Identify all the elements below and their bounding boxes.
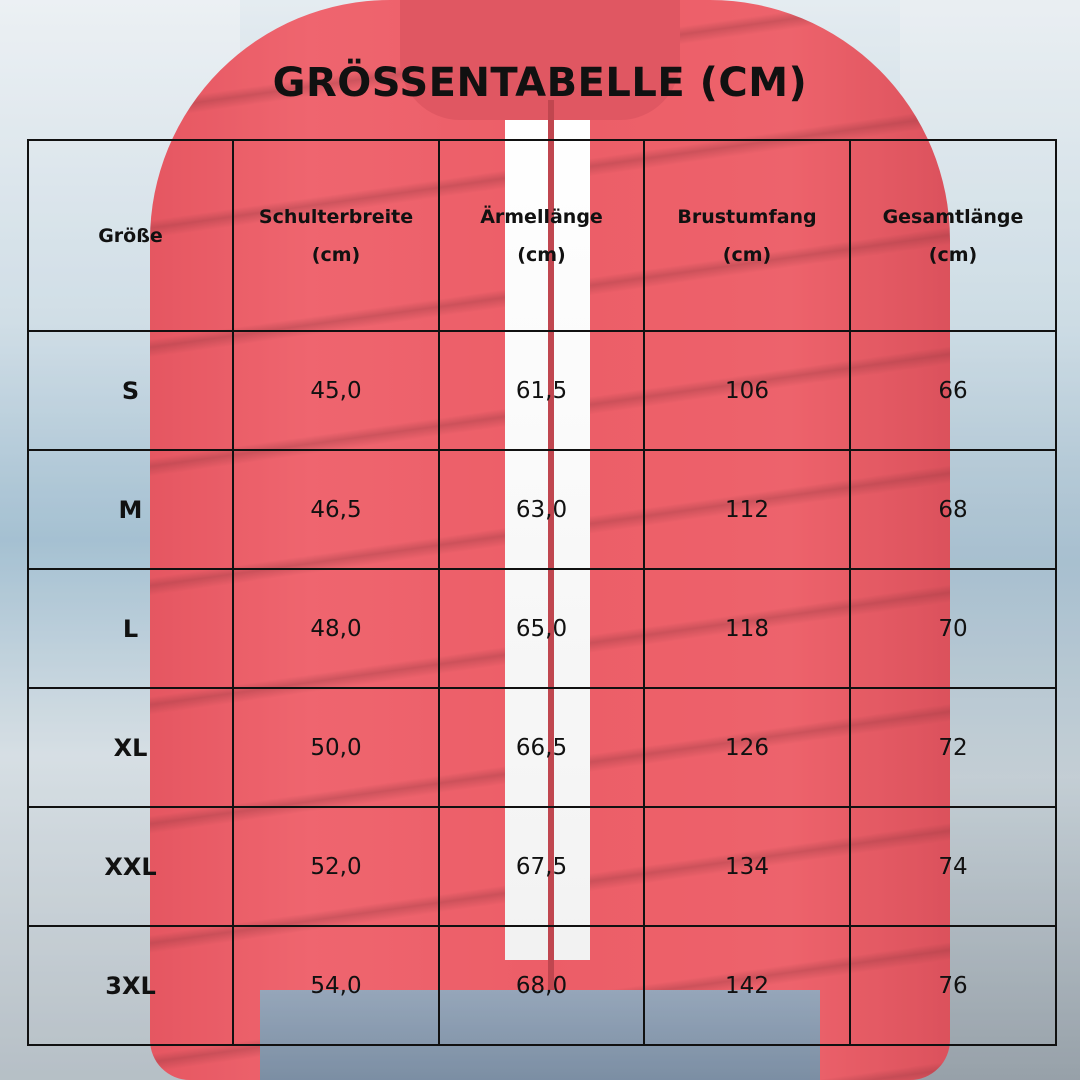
header-sleeve-label: Ärmellänge — [480, 205, 603, 228]
size-cell: M — [27, 449, 234, 570]
header-shoulder-unit: (cm) — [311, 243, 361, 266]
size-cell: S — [27, 330, 234, 451]
length-cell: 76 — [849, 925, 1057, 1046]
size-cell: 3XL — [27, 925, 234, 1046]
table-header-row: Größe Schulterbreite (cm) Ärmellänge (cm… — [27, 139, 1057, 332]
length-cell: 74 — [849, 806, 1057, 927]
size-cell: XL — [27, 687, 234, 808]
header-size: Größe — [27, 139, 234, 332]
shoulder-cell: 52,0 — [232, 806, 440, 927]
header-length: Gesamtlänge (cm) — [849, 139, 1057, 332]
table-row: XXL 52,0 67,5 134 74 — [27, 806, 1057, 927]
size-cell: XXL — [27, 806, 234, 927]
chest-cell: 118 — [643, 568, 851, 689]
sleeve-cell: 68,0 — [438, 925, 645, 1046]
header-shoulder-label: Schulterbreite — [258, 205, 414, 228]
length-cell: 72 — [849, 687, 1057, 808]
header-sleeve: Ärmellänge (cm) — [438, 139, 645, 332]
header-shoulder: Schulterbreite (cm) — [232, 139, 440, 332]
shoulder-cell: 48,0 — [232, 568, 440, 689]
header-length-label: Gesamtlänge — [882, 205, 1024, 228]
shoulder-cell: 54,0 — [232, 925, 440, 1046]
shoulder-cell: 46,5 — [232, 449, 440, 570]
shoulder-cell: 50,0 — [232, 687, 440, 808]
header-length-unit: (cm) — [928, 243, 978, 266]
table-row: 3XL 54,0 68,0 142 76 — [27, 925, 1057, 1046]
sleeve-cell: 66,5 — [438, 687, 645, 808]
sleeve-cell: 63,0 — [438, 449, 645, 570]
page-title: GRÖSSENTABELLE (CM) — [272, 60, 808, 106]
sleeve-cell: 67,5 — [438, 806, 645, 927]
chest-cell: 142 — [643, 925, 851, 1046]
length-cell: 66 — [849, 330, 1057, 451]
shoulder-cell: 45,0 — [232, 330, 440, 451]
header-chest: Brustumfang (cm) — [643, 139, 851, 332]
length-cell: 70 — [849, 568, 1057, 689]
chest-cell: 134 — [643, 806, 851, 927]
sleeve-cell: 65,0 — [438, 568, 645, 689]
header-size-label: Größe — [98, 224, 163, 247]
sleeve-cell: 61,5 — [438, 330, 645, 451]
header-chest-unit: (cm) — [722, 243, 772, 266]
header-chest-label: Brustumfang — [677, 205, 817, 228]
table-row: S 45,0 61,5 106 66 — [27, 330, 1057, 451]
chest-cell: 126 — [643, 687, 851, 808]
chest-cell: 106 — [643, 330, 851, 451]
jacket-collar — [400, 0, 680, 120]
chest-cell: 112 — [643, 449, 851, 570]
size-cell: L — [27, 568, 234, 689]
table-row: XL 50,0 66,5 126 72 — [27, 687, 1057, 808]
length-cell: 68 — [849, 449, 1057, 570]
size-chart-table: Größe Schulterbreite (cm) Ärmellänge (cm… — [27, 139, 1057, 1046]
header-sleeve-unit: (cm) — [517, 243, 566, 266]
table-row: M 46,5 63,0 112 68 — [27, 449, 1057, 570]
table-row: L 48,0 65,0 118 70 — [27, 568, 1057, 689]
